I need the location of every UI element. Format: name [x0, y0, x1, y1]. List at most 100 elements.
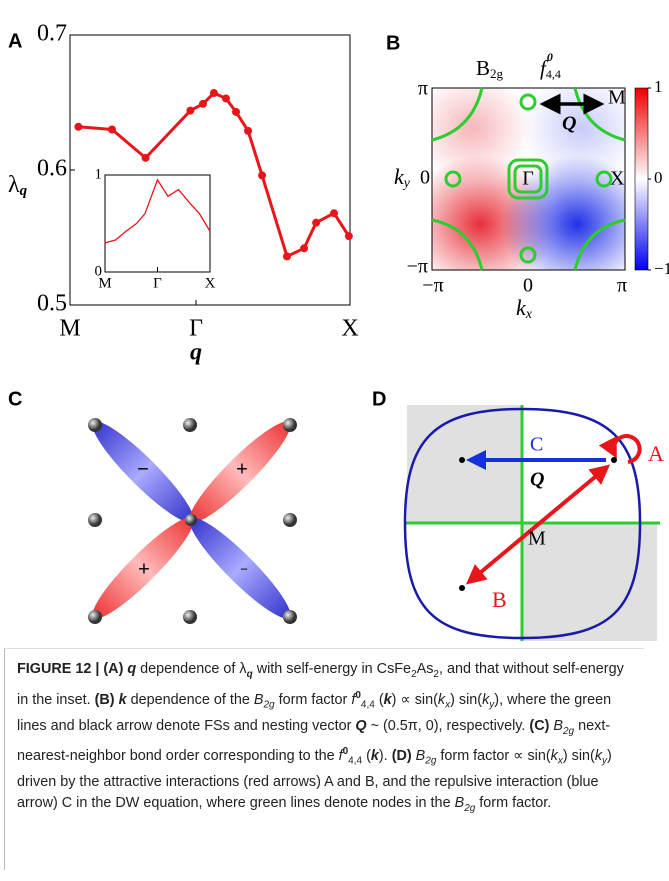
- caption-run: As: [417, 661, 434, 677]
- caption-run: 2g: [464, 803, 475, 814]
- y-tick-label: 0.5: [37, 291, 67, 317]
- atom: [88, 610, 102, 624]
- atom: [283, 513, 297, 527]
- vector-label: Q: [530, 469, 544, 491]
- label-a: A: [648, 441, 664, 466]
- atom: [88, 418, 102, 432]
- data-point: [199, 100, 207, 108]
- x-tick-label: X: [205, 275, 216, 291]
- point: [459, 585, 465, 591]
- caption-run: q: [127, 661, 136, 677]
- colorbar-label: 1: [654, 77, 663, 96]
- caption-run: k: [371, 748, 379, 764]
- caption-run: form factor.: [475, 795, 551, 811]
- caption-run: k: [595, 748, 602, 764]
- caption-run: 4,4: [361, 700, 375, 711]
- y-tick-label: 0.6: [37, 156, 67, 182]
- data-point: [232, 108, 240, 116]
- sign: +: [138, 558, 150, 580]
- data-point: [345, 232, 353, 240]
- data-point: [330, 209, 338, 217]
- caption-run: FIGURE 12 | (A): [17, 661, 127, 677]
- caption-run: (: [375, 692, 384, 708]
- x-tick-label: 0: [523, 275, 533, 297]
- page: body { margin: 0; width: 669px; height: …: [0, 0, 669, 881]
- caption-run: B: [416, 748, 426, 764]
- caption-run: ).: [379, 748, 392, 764]
- point-label: X: [610, 168, 625, 190]
- point-label: M: [608, 87, 626, 109]
- x-tick-label: M: [59, 316, 80, 342]
- x-axis-label: kx: [516, 295, 533, 322]
- x-tick-label: Γ: [189, 316, 203, 342]
- ky-sub: y: [402, 176, 411, 191]
- caption-run: B: [455, 795, 465, 811]
- data-point: [283, 252, 291, 260]
- data-point: [108, 126, 116, 134]
- y-axis-label: λq: [8, 172, 28, 200]
- atom: [185, 514, 197, 526]
- x-axis-label: q: [190, 340, 202, 366]
- caption-run: ) sin(: [450, 692, 482, 708]
- atom: [183, 418, 197, 432]
- caption-run: k: [384, 692, 392, 708]
- panel-label: B: [386, 32, 400, 54]
- y-tick-label: 0: [420, 167, 430, 189]
- y-tick-label: −π: [407, 256, 428, 278]
- caption-run: form factor ∝ sin(: [436, 748, 550, 764]
- caption-run: 2g: [263, 700, 274, 711]
- title-sub: 2g: [490, 66, 504, 81]
- label-b: B: [492, 587, 507, 612]
- data-point: [300, 244, 308, 252]
- lobe: [412, 73, 532, 183]
- colorbar-label: 0: [654, 168, 663, 187]
- caption-run: k: [551, 748, 558, 764]
- caption-run: (B): [95, 692, 119, 708]
- sign: −: [240, 561, 248, 576]
- data-point: [312, 219, 320, 227]
- data-point: [142, 154, 150, 162]
- atom: [283, 418, 297, 432]
- x-tick-label: X: [341, 316, 358, 342]
- caption-run: ) ∝ sin(: [392, 692, 438, 708]
- sign: +: [236, 458, 248, 480]
- label-c: C: [530, 434, 543, 456]
- caption-run: (C): [529, 718, 553, 734]
- caption-run: B: [553, 718, 563, 734]
- panel-label: A: [8, 30, 22, 52]
- title: B: [476, 56, 490, 80]
- atom: [283, 610, 297, 624]
- y-axis-label-sub: q: [20, 183, 28, 199]
- caption-run: (D): [392, 748, 416, 764]
- data-point: [222, 94, 230, 102]
- data-point: [258, 171, 266, 179]
- atom: [88, 513, 102, 527]
- caption-run: 2g: [563, 725, 574, 736]
- y-tick-label: 0.7: [37, 21, 67, 47]
- panel-title: B2g: [476, 56, 504, 81]
- y-axis-label: λ: [8, 172, 20, 198]
- caption-run: form factor: [275, 692, 352, 708]
- body: {"chart_data": [ {"type": "line", "label…: [0, 0, 669, 881]
- caption-run: dependence of λ: [136, 661, 246, 677]
- caption-run: B: [254, 692, 264, 708]
- caption-run: dependence of the: [127, 692, 254, 708]
- colorbar-label: −1: [654, 259, 669, 278]
- f-sup: 0: [547, 50, 553, 64]
- kx-sub: x: [525, 307, 533, 322]
- caption-run: ) sin(: [563, 748, 595, 764]
- caption-run: (: [362, 748, 371, 764]
- vector-label: Q: [562, 113, 576, 135]
- data-point: [186, 107, 194, 115]
- panel-d: D A B C Q M: [372, 388, 664, 641]
- data-point: [210, 89, 218, 97]
- y-tick-label: π: [418, 78, 428, 100]
- caption-run: Q: [355, 718, 366, 734]
- atom: [183, 610, 197, 624]
- x-tick-label: π: [617, 275, 627, 297]
- inset-frame: [105, 175, 210, 272]
- point-label: Γ: [522, 168, 534, 190]
